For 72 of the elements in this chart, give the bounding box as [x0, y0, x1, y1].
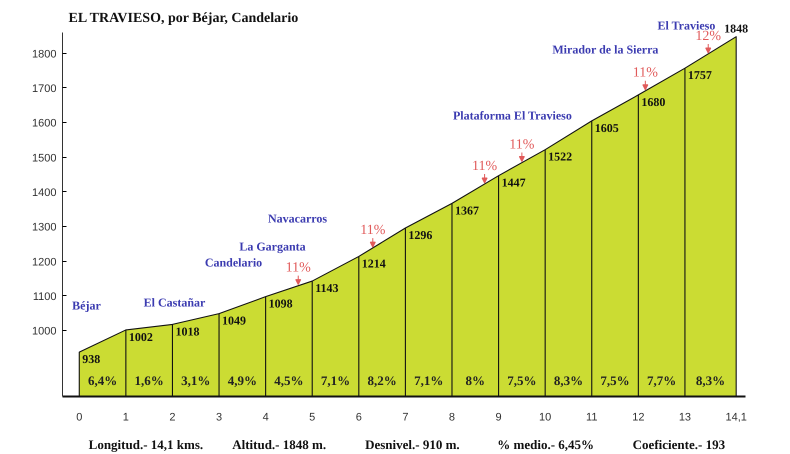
annotation: 8,3%	[554, 373, 584, 388]
y-tick-label: 1200	[32, 256, 57, 268]
data-label: 1367	[454, 203, 479, 218]
y-tick-label: 1400	[32, 186, 57, 199]
annotation: Navacarros	[268, 212, 328, 226]
y-tick-label: 1600	[32, 118, 57, 130]
annotation: Candelario	[204, 256, 262, 270]
data-label: 1143	[315, 281, 339, 296]
y-tick-label: 1700	[32, 82, 57, 95]
x-tick-label: 12	[632, 412, 644, 424]
x-tick-label: 6	[356, 412, 362, 424]
chart-title: EL TRAVIESO, por Béjar, Candelario	[68, 11, 298, 26]
x-tick-label: 5	[309, 412, 316, 424]
data-label: 1049	[222, 314, 246, 328]
annotation: 8,2%	[367, 373, 397, 388]
annotation: 11%	[360, 223, 386, 238]
x-tick-label: 1	[122, 412, 129, 424]
data-label: 1522	[548, 150, 572, 164]
text: % medio.- 6,45%	[497, 437, 594, 452]
data-label: 1680	[641, 94, 666, 109]
text: Desnivel.- 910 m.	[365, 437, 460, 452]
y-tick-label: 1100	[32, 290, 56, 303]
x-tick-label: 11	[586, 412, 598, 424]
x-tick-label: 10	[539, 412, 552, 424]
annotation: 7,5%	[600, 373, 630, 388]
annotation: La Garganta	[239, 240, 306, 254]
annotation: 11%	[472, 158, 498, 174]
x-tick-label: 7	[402, 412, 408, 424]
data-label: 1757	[688, 68, 712, 82]
x-tick-label: 3	[216, 412, 222, 424]
annotation: 11%	[632, 66, 658, 81]
y-tick-label: 1300	[32, 222, 57, 234]
x-tick-label: 9	[496, 412, 502, 424]
annotation: El Castañar	[144, 296, 206, 310]
x-tick-label: 13	[678, 412, 692, 424]
annotation: 4,5%	[274, 373, 304, 388]
annotation: 8,3%	[696, 373, 726, 388]
x-tick-label: 14,1	[725, 412, 747, 424]
annotation: 7,5%	[507, 373, 536, 388]
data-label: 1605	[594, 120, 619, 135]
data-label: 1002	[128, 330, 153, 344]
annotation: Plataforma El Travieso	[452, 108, 572, 122]
annotation: 4,9%	[228, 373, 257, 388]
annotation: 11%	[286, 260, 312, 276]
x-tick-label: 4	[262, 412, 269, 424]
annotation: 7,1%	[414, 373, 444, 388]
y-tick-label: 1500	[32, 152, 57, 164]
x-tick-label: 2	[169, 412, 176, 424]
annotation: 8%	[466, 373, 486, 388]
annotation: 7,7%	[647, 373, 676, 388]
annotation: 7,1%	[320, 373, 350, 388]
text: Altitud.- 1848 m.	[232, 437, 326, 452]
annotation: Béjar	[72, 298, 102, 312]
x-tick-label: 8	[448, 412, 456, 424]
y-tick-label: 1000	[32, 326, 57, 338]
data-label: 1214	[362, 256, 386, 270]
text: Coeficiente.- 193	[632, 437, 726, 452]
annotation: 1,6%	[134, 373, 164, 388]
text: Longitud.- 14,1 kms.	[88, 437, 204, 452]
data-label: 1848	[724, 22, 748, 36]
annotation: 12%	[695, 28, 722, 44]
data-label: 1296	[408, 228, 432, 242]
data-label: 1098	[268, 296, 293, 311]
data-label: 938	[82, 352, 100, 366]
y-tick-label: 1800	[32, 48, 57, 60]
annotation: 3,1%	[181, 373, 210, 388]
annotation: Mirador de la Sierra	[552, 42, 658, 56]
annotation: 11%	[509, 138, 535, 152]
data-label: 1018	[175, 324, 200, 338]
data-label: 1447	[502, 176, 526, 190]
annotation: 6,4%	[88, 373, 118, 388]
x-tick-label: 0	[76, 412, 82, 424]
